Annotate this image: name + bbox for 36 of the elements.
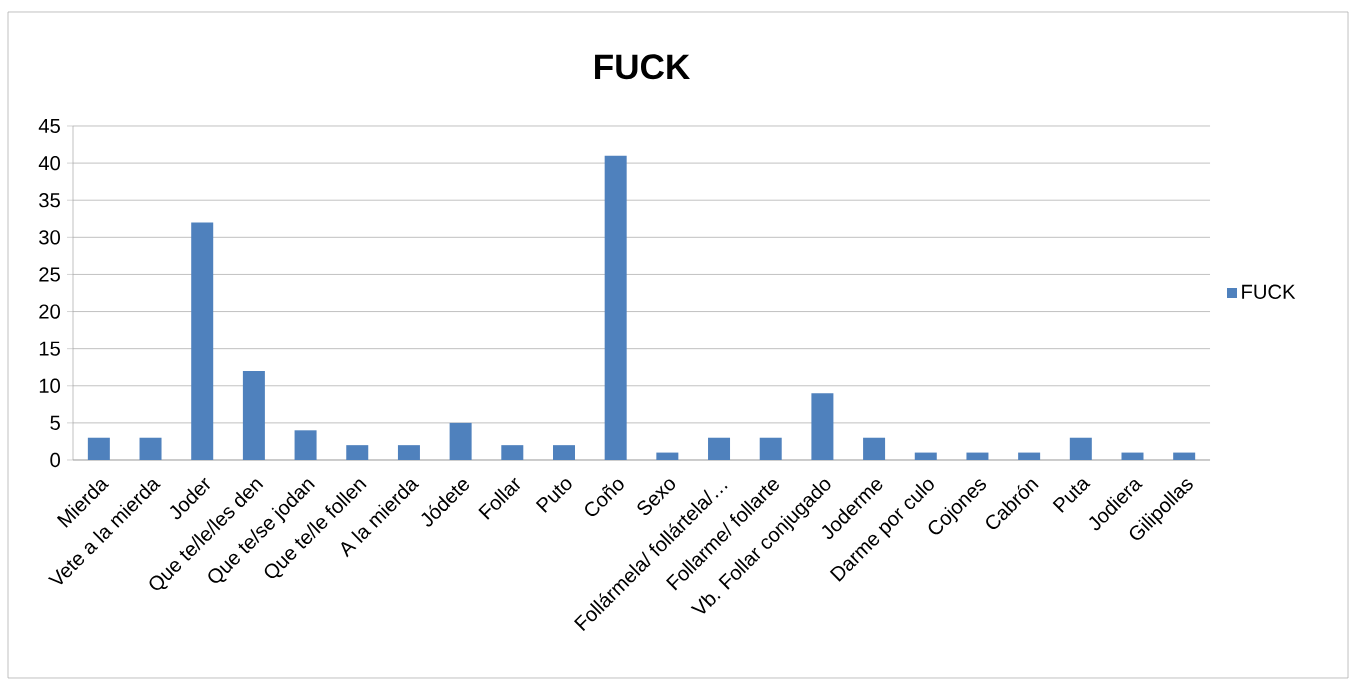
bar — [759, 437, 782, 460]
bar — [1069, 437, 1092, 460]
bar — [397, 445, 420, 460]
y-tick-label: 0 — [50, 452, 60, 468]
bar — [708, 437, 731, 460]
bar — [966, 452, 989, 460]
y-tick-label: 40 — [38, 155, 60, 171]
y-tick-label: 30 — [39, 230, 60, 245]
bar — [604, 155, 627, 460]
bar — [1173, 452, 1196, 460]
bar — [346, 445, 369, 460]
bar — [914, 452, 937, 460]
x-tick-label: Puta — [1052, 479, 1091, 513]
y-tick-label: 25 — [39, 267, 60, 282]
chart-title: FUCK — [595, 54, 690, 80]
bar — [811, 393, 834, 460]
y-tick-label: 5 — [50, 415, 60, 430]
bar — [449, 422, 472, 460]
y-tick-label: 20 — [39, 304, 60, 319]
bar — [191, 222, 214, 460]
bar — [1018, 452, 1041, 460]
y-tick-label: 15 — [39, 341, 60, 356]
bar — [1121, 452, 1144, 460]
bar — [656, 452, 679, 460]
bar — [242, 370, 265, 460]
x-tick-label: Puto — [535, 479, 572, 513]
legend-label: FUCK — [1242, 284, 1296, 299]
bar — [863, 437, 886, 460]
y-tick-label: 45 — [38, 118, 60, 134]
bar — [501, 445, 524, 460]
y-tick-label: 35 — [39, 193, 60, 208]
bar — [294, 430, 317, 460]
bar — [87, 437, 110, 460]
bar — [552, 445, 575, 460]
bar — [139, 437, 162, 460]
y-tick-label: 10 — [39, 378, 60, 393]
